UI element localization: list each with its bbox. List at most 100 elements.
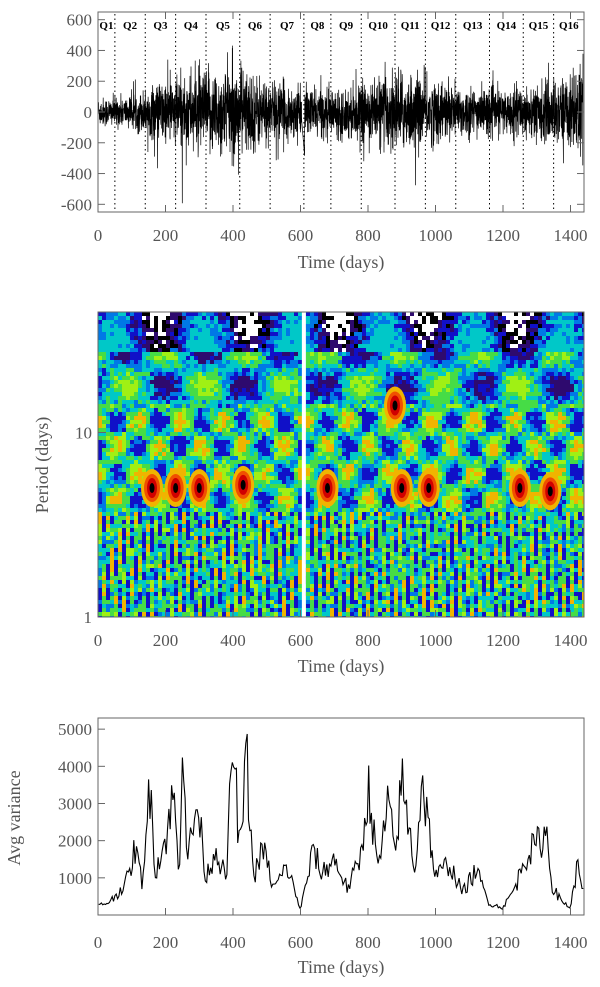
wavelet-power-cell bbox=[430, 368, 434, 372]
wavelet-power-cell bbox=[534, 388, 538, 392]
wavelet-power-cell bbox=[190, 416, 194, 420]
wavelet-power-cell bbox=[306, 464, 310, 468]
wavelet-power-cell bbox=[262, 316, 266, 320]
wavelet-power-cell bbox=[426, 416, 430, 420]
wavelet-power-cell bbox=[262, 400, 266, 404]
wavelet-power-cell bbox=[422, 412, 426, 416]
wavelet-power-cell bbox=[262, 320, 266, 324]
wavelet-power-cell bbox=[122, 464, 126, 468]
wavelet-power-cell bbox=[306, 452, 310, 456]
wavelet-power-cell bbox=[430, 320, 434, 324]
wavelet-power-cell bbox=[190, 392, 194, 396]
wavelet-power-cell bbox=[106, 380, 110, 384]
wavelet-power-cell bbox=[458, 448, 462, 452]
wavelet-power-cell bbox=[462, 452, 466, 456]
wavelet-power-cell bbox=[518, 388, 522, 392]
wavelet-power-cell bbox=[326, 372, 330, 376]
wavelet-power-cell bbox=[350, 412, 354, 416]
wavelet-power-cell bbox=[470, 340, 474, 344]
wavelet-power-cell bbox=[510, 316, 514, 320]
wavelet-power-cell bbox=[438, 332, 442, 336]
wavelet-power-cell bbox=[518, 456, 522, 460]
wavelet-power-cell bbox=[562, 424, 566, 428]
wavelet-power-cell bbox=[498, 416, 502, 420]
wavelet-power-cell bbox=[234, 420, 238, 424]
wavelet-power-cell bbox=[206, 336, 210, 340]
wavelet-power-cell bbox=[418, 448, 422, 452]
wavelet-power-cell bbox=[198, 404, 202, 408]
wavelet-power-cell bbox=[314, 428, 318, 432]
wavelet-power-cell bbox=[226, 428, 230, 432]
wavelet-power-cell bbox=[486, 424, 490, 428]
wavelet-power-cell bbox=[114, 344, 118, 348]
wavelet-power-cell bbox=[526, 336, 530, 340]
wavelet-power-cell bbox=[486, 376, 490, 380]
wavelet-power-cell bbox=[438, 432, 442, 436]
wavelet-power-cell bbox=[446, 324, 450, 328]
wavelet-power-cell bbox=[446, 368, 450, 372]
wavelet-power-cell bbox=[266, 436, 270, 440]
wavelet-power-cell bbox=[250, 392, 254, 396]
wavelet-power-cell bbox=[506, 328, 510, 332]
wavelet-power-cell bbox=[162, 352, 166, 356]
wavelet-power-cell bbox=[374, 324, 378, 328]
wavelet-power-cell bbox=[230, 356, 234, 360]
wavelet-power-cell bbox=[298, 336, 302, 340]
wavelet-power-cell bbox=[274, 428, 278, 432]
wavelet-power-cell bbox=[270, 428, 274, 432]
wavelet-power-cell bbox=[378, 376, 382, 380]
wavelet-power-cell bbox=[306, 332, 310, 336]
wavelet-power-cell bbox=[142, 348, 146, 352]
wavelet-power-cell bbox=[510, 424, 514, 428]
wavelet-power-cell bbox=[262, 388, 266, 392]
wavelet-power-cell bbox=[134, 452, 138, 456]
wavelet-power-cell bbox=[122, 388, 126, 392]
wavelet-power-cell bbox=[310, 324, 314, 328]
wavelet-power-cell bbox=[174, 368, 178, 372]
wavelet-power-cell bbox=[150, 340, 154, 344]
wavelet-power-cell bbox=[486, 456, 490, 460]
wavelet-power-cell bbox=[382, 316, 386, 320]
wavelet-power-cell bbox=[278, 464, 282, 468]
wavelet-power-cell bbox=[570, 388, 574, 392]
wavelet-power-cell bbox=[166, 324, 170, 328]
wavelet-power-cell bbox=[442, 380, 446, 384]
wavelet-power-cell bbox=[186, 400, 190, 404]
wavelet-power-cell bbox=[378, 360, 382, 364]
wavelet-power-cell bbox=[206, 416, 210, 420]
wavelet-power-cell bbox=[514, 396, 518, 400]
wavelet-power-cell bbox=[238, 432, 242, 436]
wavelet-power-cell bbox=[410, 328, 414, 332]
wavelet-power-cell bbox=[294, 332, 298, 336]
wavelet-power-cell bbox=[306, 432, 310, 436]
wavelet-power-cell bbox=[354, 368, 358, 372]
wavelet-power-cell bbox=[494, 384, 498, 388]
wavelet-power-cell bbox=[310, 356, 314, 360]
wavelet-power-cell bbox=[326, 364, 330, 368]
wavelet-power-cell bbox=[566, 360, 570, 364]
wavelet-power-cell bbox=[162, 324, 166, 328]
wavelet-power-cell bbox=[346, 392, 350, 396]
wavelet-power-cell bbox=[454, 416, 458, 420]
wavelet-power-cell bbox=[134, 404, 138, 408]
wavelet-power-cell bbox=[382, 356, 386, 360]
wavelet-power-cell bbox=[202, 356, 206, 360]
wavelet-power-cell bbox=[430, 324, 434, 328]
wavelet-power-cell bbox=[274, 348, 278, 352]
wavelet-power-cell bbox=[538, 344, 542, 348]
wavelet-power-cell bbox=[174, 312, 178, 316]
wavelet-power-cell bbox=[562, 324, 566, 328]
wavelet-power-cell bbox=[458, 404, 462, 408]
wavelet-power-cell bbox=[146, 376, 150, 380]
wavelet-power-cell bbox=[190, 440, 194, 444]
wavelet-power-cell bbox=[522, 436, 526, 440]
wavelet-power-cell bbox=[218, 412, 222, 416]
wavelet-power-cell bbox=[366, 432, 370, 436]
wavelet-power-cell bbox=[226, 396, 230, 400]
wavelet-power-cell bbox=[250, 360, 254, 364]
wavelet-power-cell bbox=[494, 356, 498, 360]
wavelet-power-cell bbox=[570, 440, 574, 444]
wavelet-power-cell bbox=[374, 440, 378, 444]
wavelet-power-cell bbox=[290, 336, 294, 340]
wavelet-power-cell bbox=[446, 400, 450, 404]
